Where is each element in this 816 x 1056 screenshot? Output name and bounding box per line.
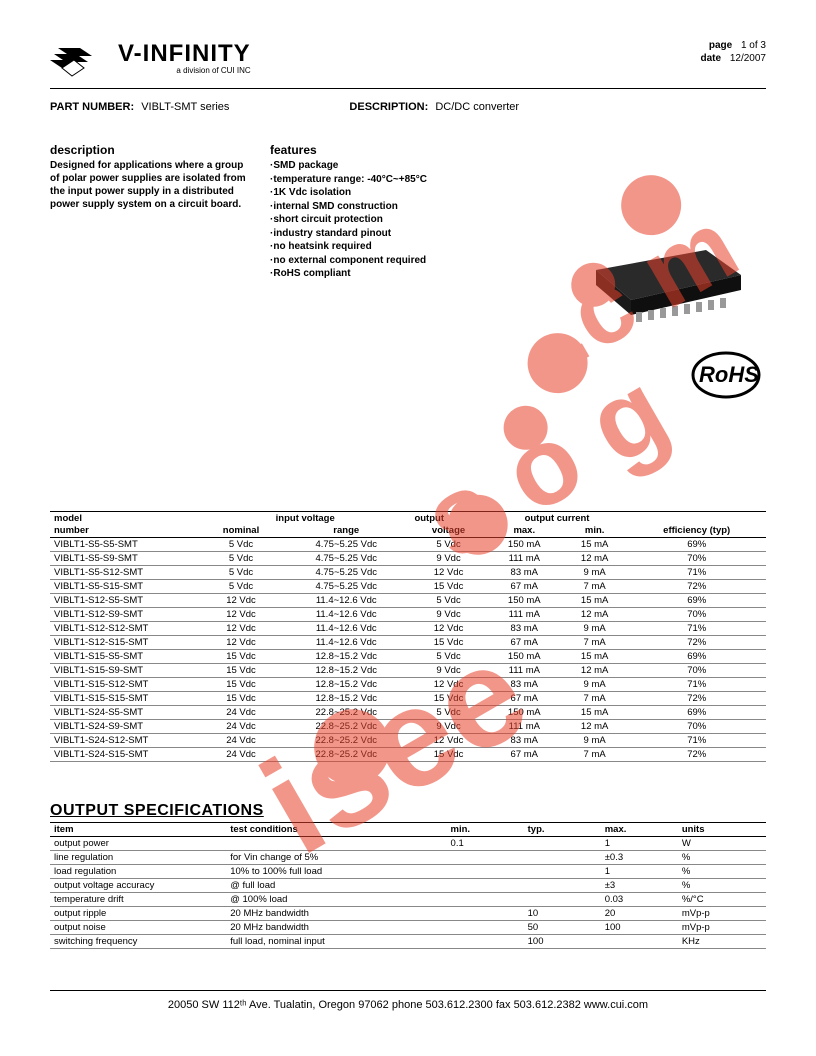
output-spec-title: OUTPUT SPECIFICATIONS <box>50 802 766 820</box>
model-table-head: modelinput voltageoutputoutput current n… <box>50 511 766 537</box>
spec-table-head: itemtest conditionsmin.typ.max.units <box>50 822 766 836</box>
header: V-INFINITY a division of CUI INC page 1 … <box>50 40 766 89</box>
description-body: Designed for applications where a group … <box>50 159 250 211</box>
model-table-body: VIBLT1-S5-S5-SMT5 Vdc4.75~5.25 Vdc5 Vdc1… <box>50 537 766 761</box>
table-row: temperature drift@ 100% load0.03%/°C <box>50 892 766 906</box>
date-value: 12/2007 <box>730 53 766 64</box>
part-label: PART NUMBER: <box>50 101 134 113</box>
logo-sub: a division of CUI INC <box>118 66 251 75</box>
table-row: output ripple20 MHz bandwidth1020mVp-p <box>50 906 766 920</box>
model-table: modelinput voltageoutputoutput current n… <box>50 511 766 762</box>
feature-item: internal SMD construction <box>270 200 510 214</box>
table-row: switching frequencyfull load, nominal in… <box>50 934 766 948</box>
logo-block: V-INFINITY a division of CUI INC <box>50 40 251 80</box>
table-row: VIBLT1-S24-S9-SMT24 Vdc22.8~25.2 Vdc9 Vd… <box>50 719 766 733</box>
table-row: VIBLT1-S12-S12-SMT12 Vdc11.4~12.6 Vdc12 … <box>50 621 766 635</box>
table-row: VIBLT1-S24-S12-SMT24 Vdc22.8~25.2 Vdc12 … <box>50 733 766 747</box>
desc-label: DESCRIPTION: <box>349 101 428 113</box>
spec-table-body: output power0.11Wline regulationfor Vin … <box>50 836 766 948</box>
desc-value: DC/DC converter <box>435 101 519 113</box>
page-label: page <box>709 40 732 51</box>
table-row: VIBLT1-S15-S5-SMT15 Vdc12.8~15.2 Vdc5 Vd… <box>50 649 766 663</box>
rohs-badge: RoHS <box>691 350 761 406</box>
features-heading: features <box>270 143 510 157</box>
rohs-text: RoHS <box>699 362 759 388</box>
footer-text: 20050 SW 112ᵗʰ Ave. Tualatin, Oregon 970… <box>168 999 648 1011</box>
table-row: output noise20 MHz bandwidth50100mVp-p <box>50 920 766 934</box>
chip-image <box>576 230 756 343</box>
table-row: load regulation10% to 100% full load1% <box>50 864 766 878</box>
feature-item: short circuit protection <box>270 213 510 227</box>
feature-item: no heatsink required <box>270 240 510 254</box>
table-row: VIBLT1-S5-S12-SMT5 Vdc4.75~5.25 Vdc12 Vd… <box>50 565 766 579</box>
feature-item: 1K Vdc isolation <box>270 186 510 200</box>
page-value: 1 of 3 <box>741 40 766 51</box>
table-row: VIBLT1-S24-S5-SMT24 Vdc22.8~25.2 Vdc5 Vd… <box>50 705 766 719</box>
table-row: VIBLT1-S15-S15-SMT15 Vdc12.8~15.2 Vdc15 … <box>50 691 766 705</box>
table-row: VIBLT1-S12-S9-SMT12 Vdc11.4~12.6 Vdc9 Vd… <box>50 607 766 621</box>
feature-item: industry standard pinout <box>270 227 510 241</box>
table-row: output power0.11W <box>50 836 766 850</box>
features-block: features SMD packagetemperature range: -… <box>270 143 510 281</box>
description-heading: description <box>50 143 250 157</box>
features-list: SMD packagetemperature range: -40°C~+85°… <box>270 159 510 281</box>
table-row: VIBLT1-S5-S15-SMT5 Vdc4.75~5.25 Vdc15 Vd… <box>50 579 766 593</box>
table-row: VIBLT1-S24-S15-SMT24 Vdc22.8~25.2 Vdc15 … <box>50 747 766 761</box>
footer: 20050 SW 112ᵗʰ Ave. Tualatin, Oregon 970… <box>50 990 766 1011</box>
logo-main: V-INFINITY <box>118 40 251 68</box>
table-row: VIBLT1-S5-S9-SMT5 Vdc4.75~5.25 Vdc9 Vdc1… <box>50 551 766 565</box>
feature-item: temperature range: -40°C~+85°C <box>270 173 510 187</box>
table-row: line regulationfor Vin change of 5%±0.3% <box>50 850 766 864</box>
part-row: PART NUMBER: VIBLT-SMT series DESCRIPTIO… <box>50 101 766 113</box>
table-row: VIBLT1-S15-S9-SMT15 Vdc12.8~15.2 Vdc9 Vd… <box>50 663 766 677</box>
part-value: VIBLT-SMT series <box>141 101 229 113</box>
table-row: VIBLT1-S5-S5-SMT5 Vdc4.75~5.25 Vdc5 Vdc1… <box>50 537 766 551</box>
table-row: VIBLT1-S12-S5-SMT12 Vdc11.4~12.6 Vdc5 Vd… <box>50 593 766 607</box>
feature-item: SMD package <box>270 159 510 173</box>
table-row: output voltage accuracy@ full load±3% <box>50 878 766 892</box>
spec-table: itemtest conditionsmin.typ.max.units out… <box>50 822 766 949</box>
table-row: VIBLT1-S12-S15-SMT12 Vdc11.4~12.6 Vdc15 … <box>50 635 766 649</box>
feature-item: no external component required <box>270 254 510 268</box>
table-row: VIBLT1-S15-S12-SMT15 Vdc12.8~15.2 Vdc12 … <box>50 677 766 691</box>
logo-text: V-INFINITY a division of CUI INC <box>118 40 251 75</box>
feature-item: RoHS compliant <box>270 267 510 281</box>
date-label: date <box>701 53 722 64</box>
description-block: description Designed for applications wh… <box>50 143 250 281</box>
page-info: page 1 of 3 date 12/2007 <box>701 40 767 66</box>
vinfinity-logo-icon <box>50 40 110 80</box>
